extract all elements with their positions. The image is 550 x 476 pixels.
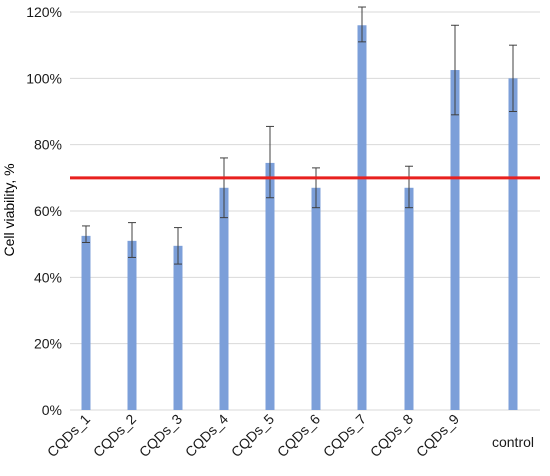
bar-CQDs_2 — [127, 240, 137, 410]
y-axis-label: Cell viability, % — [1, 163, 17, 256]
x-tick-label: CQDs_9 — [413, 411, 462, 460]
bar-CQDs_3 — [173, 245, 183, 410]
bar-CQDs_7 — [357, 25, 367, 411]
x-tick-label: CQDs_1 — [44, 411, 93, 460]
y-tick-label: 0% — [42, 402, 62, 418]
x-tick-label: CQDs_8 — [367, 411, 416, 460]
x-tick-label: control — [492, 434, 534, 450]
x-tick-labels: CQDs_1CQDs_2CQDs_3CQDs_4CQDs_5CQDs_6CQDs… — [44, 411, 534, 460]
bar-CQDs_8 — [404, 187, 414, 410]
x-tick-label: CQDs_7 — [320, 411, 369, 460]
bar-control — [508, 78, 518, 410]
bar-CQDs_4 — [219, 187, 229, 410]
y-tick-labels: 0% 20% 40% 60% 80% 100% 120% — [26, 4, 62, 418]
bar-CQDs_9 — [450, 70, 460, 411]
x-tick-label: CQDs_4 — [182, 411, 231, 460]
gridlines — [70, 11, 540, 411]
bar-CQDs_5 — [265, 162, 275, 410]
x-tick-label: CQDs_6 — [274, 411, 323, 460]
error-bars — [82, 6, 517, 265]
y-tick-label: 60% — [34, 203, 62, 219]
y-tick-label: 20% — [34, 336, 62, 352]
bar-CQDs_1 — [81, 235, 91, 410]
x-tick-label: CQDs_2 — [90, 411, 139, 460]
y-tick-label: 80% — [34, 137, 62, 153]
y-tick-label: 120% — [26, 4, 62, 20]
y-tick-label: 40% — [34, 269, 62, 285]
x-tick-label: CQDs_3 — [136, 411, 185, 460]
bars — [81, 25, 518, 411]
y-tick-label: 100% — [26, 70, 62, 86]
x-tick-label: CQDs_5 — [228, 411, 277, 460]
bar-CQDs_6 — [311, 187, 321, 410]
